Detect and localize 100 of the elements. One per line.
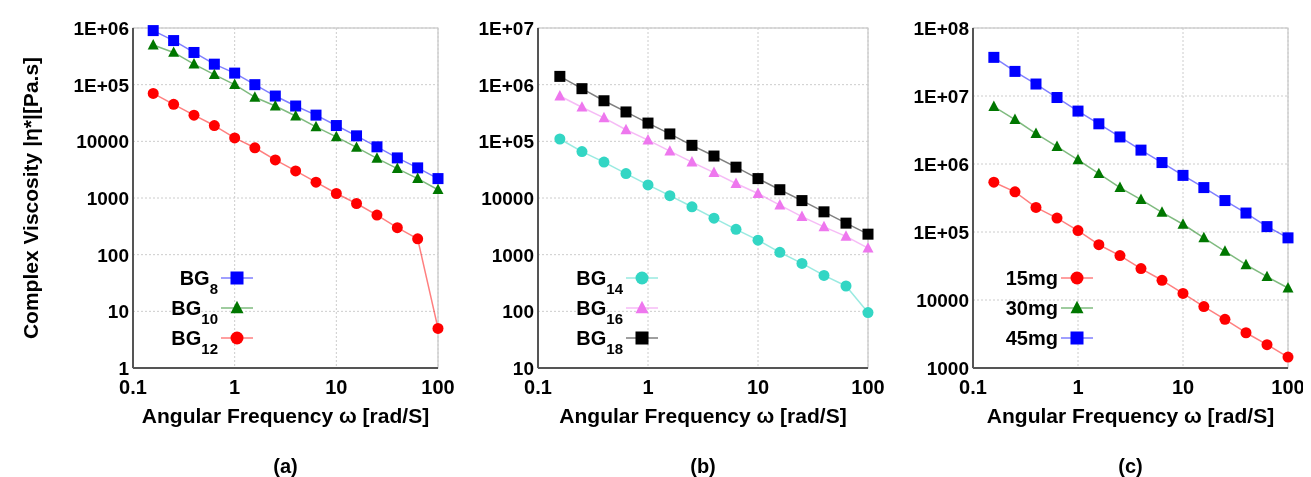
point <box>752 173 764 185</box>
y-tick-label: 1E+07 <box>913 86 969 107</box>
x-tick-label: 10 <box>1171 376 1195 398</box>
point <box>351 130 363 142</box>
point <box>1135 263 1147 275</box>
point <box>208 120 220 132</box>
x-tick-label: 1 <box>642 376 654 398</box>
y-axis-title: Complex Viscosity |η*|[Pa.s] <box>19 56 42 340</box>
point <box>168 35 180 47</box>
point <box>249 91 261 102</box>
point <box>862 228 874 240</box>
point <box>290 100 302 112</box>
point <box>1240 258 1252 270</box>
point <box>796 195 808 207</box>
point <box>188 58 200 69</box>
point <box>310 120 322 132</box>
point <box>371 209 383 221</box>
point <box>1072 153 1084 165</box>
point <box>708 150 720 162</box>
x-tick-label: 0.1 <box>524 376 552 398</box>
point <box>1156 274 1168 286</box>
x-tick-label: 0.1 <box>959 376 987 398</box>
point <box>1030 127 1042 138</box>
point <box>1261 270 1273 282</box>
point <box>188 109 200 121</box>
legend-label: 45mg <box>1005 327 1058 349</box>
point <box>862 307 874 319</box>
point <box>1177 287 1189 299</box>
y-tick-label: 1 <box>118 358 130 379</box>
point <box>774 184 786 196</box>
point <box>391 152 403 164</box>
point <box>1009 65 1021 77</box>
point <box>554 89 566 101</box>
point <box>147 87 159 99</box>
point <box>1009 186 1021 198</box>
point <box>208 58 220 70</box>
y-tick-label: 1E+08 <box>913 18 969 39</box>
point <box>371 141 383 153</box>
x-tick-label: 10 <box>325 376 348 398</box>
point <box>1219 313 1231 325</box>
point <box>862 242 874 253</box>
x-axis-title: Angular Frequency ω [rad/S] <box>559 404 847 427</box>
point <box>1198 182 1210 194</box>
point <box>1240 327 1252 339</box>
point <box>1219 195 1231 207</box>
point <box>840 280 852 292</box>
point <box>988 176 1000 188</box>
point <box>708 166 720 178</box>
legend-label: 30mg <box>1005 297 1058 319</box>
x-axis-title: Angular Frequency ω [rad/S] <box>141 404 430 427</box>
y-tick-label: 10 <box>107 301 129 323</box>
point <box>1030 78 1042 90</box>
point <box>730 177 742 188</box>
point <box>269 90 281 102</box>
point <box>1261 339 1273 351</box>
point <box>1177 169 1189 181</box>
point <box>310 109 322 121</box>
point <box>1114 131 1126 143</box>
x-tick-label: 1 <box>1072 376 1084 398</box>
point <box>796 257 808 269</box>
point <box>330 188 342 200</box>
point <box>686 201 698 213</box>
legend-label: BG$_{10}$ <box>171 297 218 327</box>
x-tick-label: 0.1 <box>119 376 147 398</box>
point <box>774 246 786 258</box>
point <box>1093 167 1105 179</box>
point <box>620 168 632 180</box>
point <box>1051 92 1063 104</box>
point <box>988 100 1000 111</box>
point <box>1198 301 1210 313</box>
y-tick-label: 1E+06 <box>913 154 969 175</box>
point <box>208 68 220 80</box>
point <box>576 83 588 95</box>
point <box>330 130 342 142</box>
point <box>686 139 698 151</box>
point <box>1282 351 1294 363</box>
point <box>290 165 302 177</box>
point <box>269 99 281 111</box>
legend-label: BG$_{8}$ <box>179 267 218 297</box>
point <box>554 133 566 145</box>
point <box>229 67 241 79</box>
point <box>664 190 676 202</box>
y-tick-label: 10000 <box>916 290 969 311</box>
point <box>147 25 159 37</box>
point <box>686 156 698 167</box>
point <box>351 141 363 152</box>
y-tick-label: 1000 <box>491 244 534 266</box>
x-tick-label: 100 <box>1271 376 1305 398</box>
point <box>774 199 786 210</box>
legend-label: 15mg <box>1005 267 1058 289</box>
x-axis-title: Angular Frequency ω [rad/S] <box>986 404 1275 427</box>
point <box>1051 140 1063 152</box>
point <box>840 217 852 229</box>
point <box>249 79 261 91</box>
point <box>598 111 610 123</box>
point <box>730 223 742 235</box>
point <box>229 78 241 90</box>
point <box>391 162 403 174</box>
point <box>664 128 676 140</box>
text: (b) <box>690 455 716 477</box>
